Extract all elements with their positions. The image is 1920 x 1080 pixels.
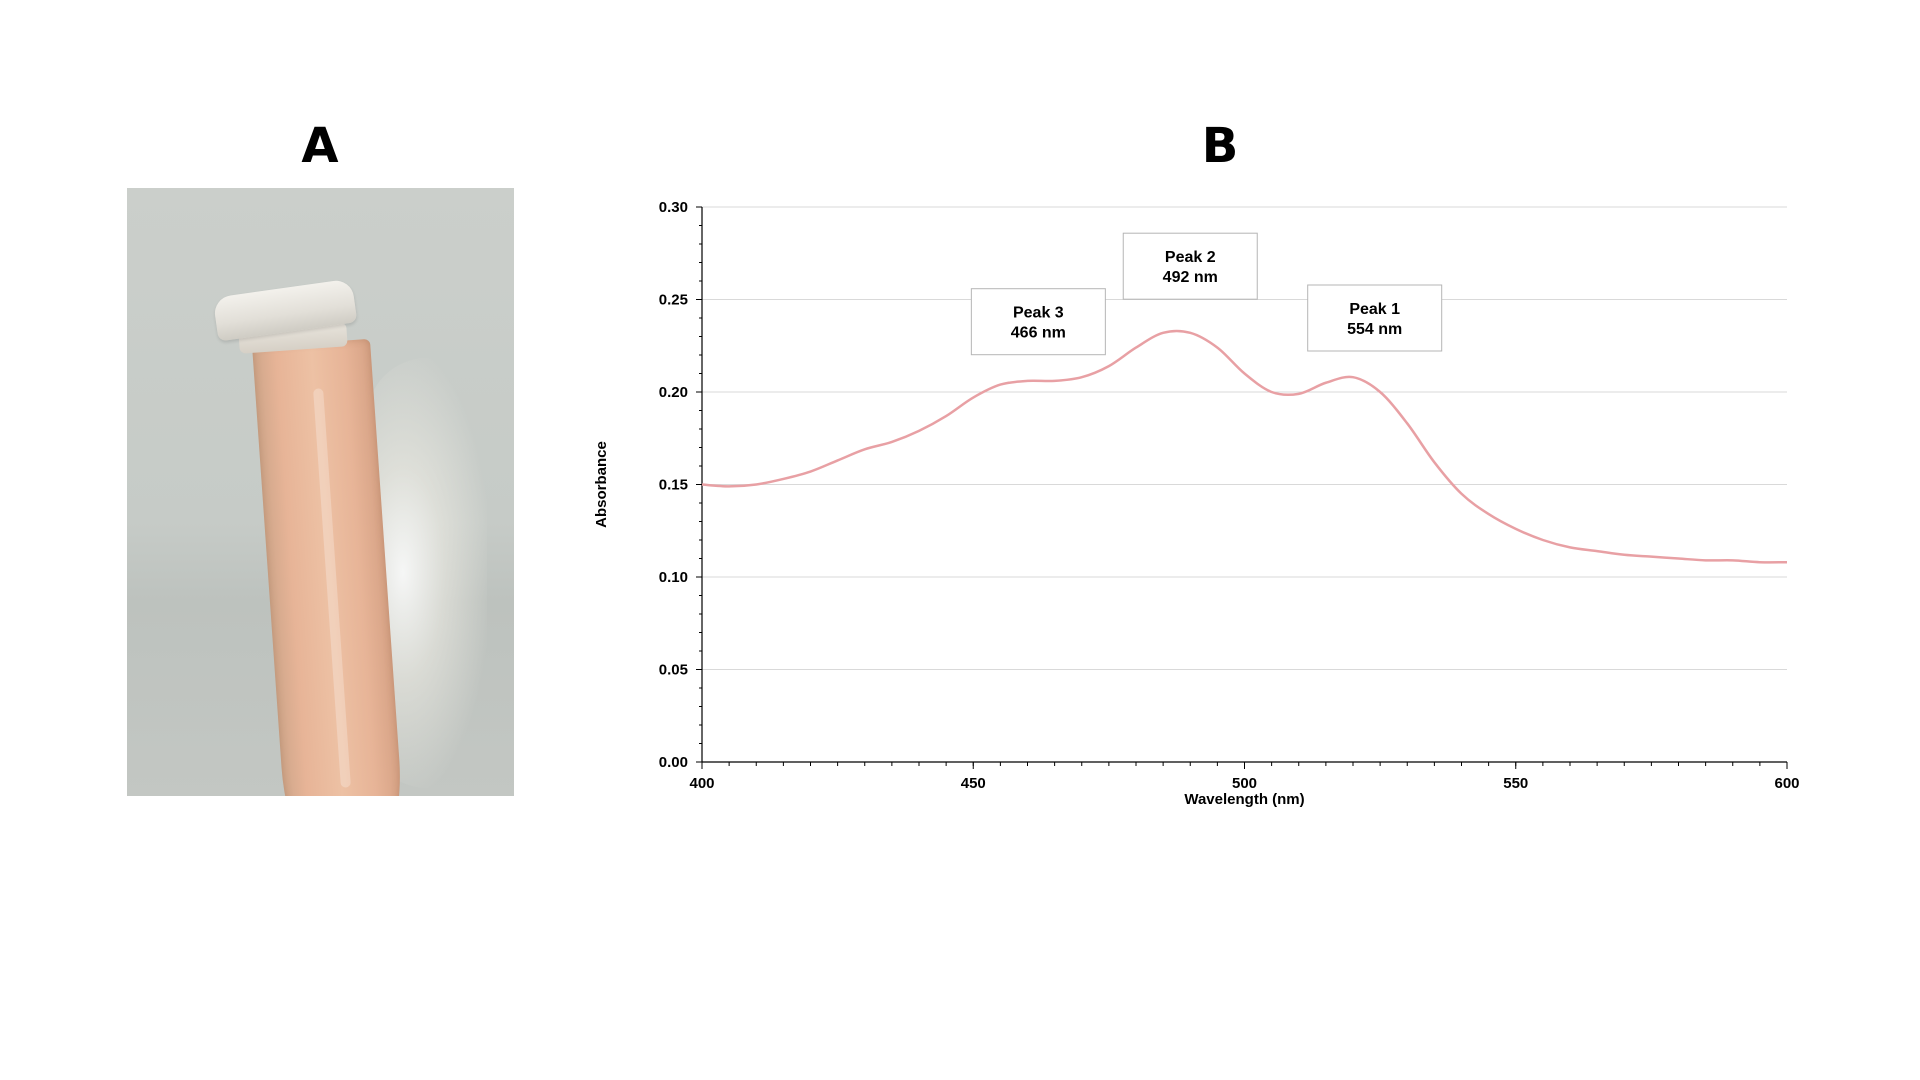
x-tick-label: 600 — [1774, 775, 1799, 792]
series-group — [701, 329, 1788, 564]
peak-annotations: Peak 3 466 nm Peak 2 492 nm Peak 1 554 nm — [970, 232, 1443, 356]
y-tick-label: 0.30 — [659, 199, 688, 216]
absorbance-series-line — [701, 329, 1788, 564]
y-tick-label: 0.25 — [659, 292, 688, 309]
peak-annotation-name: Peak 2 — [1165, 249, 1216, 266]
ticks: 0.00 0.05 0.10 0.15 0.20 0.25 0.30 400 450 500 550… — [659, 199, 1800, 792]
peak-annotation-name: Peak 1 — [1349, 301, 1400, 318]
panel-label-b: B — [1201, 118, 1239, 174]
x-tick-label: 550 — [1503, 775, 1528, 792]
peak-annotation: Peak 1 554 nm — [1307, 284, 1443, 352]
panel-label-a: A — [301, 118, 339, 174]
peak-annotation-wavelength: 554 nm — [1347, 321, 1402, 338]
y-tick-label: 0.00 — [659, 754, 688, 771]
peak-annotation-wavelength: 466 nm — [1011, 325, 1066, 342]
peak-annotation-box — [1307, 284, 1443, 352]
x-axis-title: Wavelength (nm) — [1184, 791, 1304, 808]
y-tick-label: 0.20 — [659, 384, 688, 401]
y-tick-label: 0.05 — [659, 662, 688, 679]
peak-annotation-wavelength: 492 nm — [1163, 269, 1218, 286]
x-tick-label: 500 — [1232, 775, 1257, 792]
peak-annotation-box — [970, 288, 1106, 356]
peak-annotation-box — [1122, 232, 1258, 300]
y-axis-title: Absorbance — [593, 441, 610, 528]
y-tick-label: 0.10 — [659, 569, 688, 586]
peak-annotation-name: Peak 3 — [1013, 305, 1064, 322]
x-tick-label: 450 — [961, 775, 986, 792]
x-tick-label: 400 — [689, 775, 714, 792]
peak-annotation: Peak 3 466 nm — [970, 288, 1106, 356]
peak-annotation: Peak 2 492 nm — [1122, 232, 1258, 300]
y-tick-label: 0.15 — [659, 477, 688, 494]
tube-photo — [127, 188, 514, 796]
